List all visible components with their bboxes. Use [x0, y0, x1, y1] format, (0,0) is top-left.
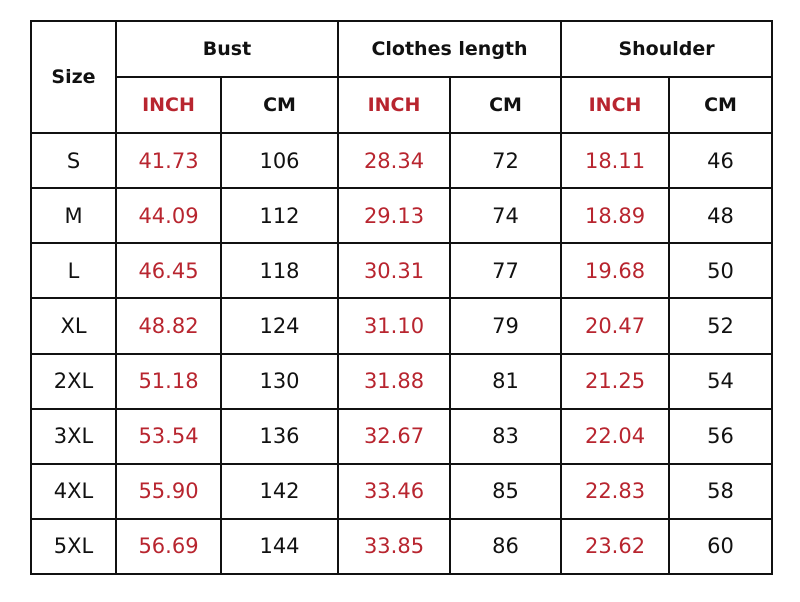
unit-inch-header: INCH — [115, 76, 222, 134]
size-cell: 4XL — [30, 462, 117, 520]
table-row: S 41.73 106 28.34 72 18.11 46 — [30, 131, 774, 190]
table-row: 2XL 51.18 130 31.88 81 21.25 54 — [30, 352, 774, 410]
clothes-length-header: Clothes length — [336, 20, 563, 78]
size-cell: 2XL — [30, 352, 117, 410]
cm-value-cell: 124 — [220, 297, 339, 355]
inch-value-cell: 55.90 — [115, 462, 222, 520]
inch-value-cell: 29.13 — [337, 187, 451, 245]
cm-value-cell: 60 — [668, 517, 774, 576]
unit-cm-header: CM — [220, 76, 339, 134]
cm-value-cell: 50 — [668, 242, 774, 300]
cm-value-cell: 46 — [668, 131, 774, 190]
unit-cm-header: CM — [448, 76, 563, 134]
cm-value-cell: 112 — [220, 187, 339, 245]
cm-value-cell: 136 — [220, 407, 339, 465]
inch-value-cell: 23.62 — [560, 517, 671, 576]
unit-inch-header: INCH — [337, 76, 451, 134]
inch-value-cell: 53.54 — [115, 407, 222, 465]
cm-value-cell: 130 — [220, 352, 339, 410]
inch-value-cell: 41.73 — [115, 131, 222, 190]
inch-value-cell: 31.88 — [337, 352, 451, 410]
bust-header: Bust — [115, 20, 339, 78]
size-cell: 5XL — [30, 517, 117, 576]
cm-value-cell: 72 — [448, 131, 563, 190]
inch-value-cell: 22.04 — [560, 407, 671, 465]
size-header: Size — [30, 20, 117, 134]
inch-value-cell: 19.68 — [560, 242, 671, 300]
inch-value-cell: 46.45 — [115, 242, 222, 300]
cm-value-cell: 58 — [668, 462, 774, 520]
table-row: 3XL 53.54 136 32.67 83 22.04 56 — [30, 407, 774, 465]
inch-value-cell: 31.10 — [337, 297, 451, 355]
inch-value-cell: 20.47 — [560, 297, 671, 355]
size-cell: 3XL — [30, 407, 117, 465]
cm-value-cell: 79 — [448, 297, 563, 355]
size-cell: S — [30, 131, 117, 190]
inch-value-cell: 18.11 — [560, 131, 671, 190]
table-row: XL 48.82 124 31.10 79 20.47 52 — [30, 297, 774, 355]
inch-value-cell: 28.34 — [337, 131, 451, 190]
table-row: L 46.45 118 30.31 77 19.68 50 — [30, 242, 774, 300]
cm-value-cell: 74 — [448, 187, 563, 245]
cm-value-cell: 54 — [668, 352, 774, 410]
inch-value-cell: 44.09 — [115, 187, 222, 245]
size-cell: M — [30, 187, 117, 245]
cm-value-cell: 77 — [448, 242, 563, 300]
cm-value-cell: 56 — [668, 407, 774, 465]
inch-value-cell: 33.46 — [337, 462, 451, 520]
inch-value-cell: 32.67 — [337, 407, 451, 465]
inch-value-cell: 30.31 — [337, 242, 451, 300]
cm-value-cell: 52 — [668, 297, 774, 355]
size-cell: XL — [30, 297, 117, 355]
table-row: 5XL 56.69 144 33.85 86 23.62 60 — [30, 517, 774, 576]
unit-cm-header: CM — [668, 76, 774, 134]
cm-value-cell: 85 — [448, 462, 563, 520]
cm-value-cell: 83 — [448, 407, 563, 465]
inch-value-cell: 56.69 — [115, 517, 222, 576]
inch-value-cell: 22.83 — [560, 462, 671, 520]
cm-value-cell: 81 — [448, 352, 563, 410]
inch-value-cell: 21.25 — [560, 352, 671, 410]
inch-value-cell: 48.82 — [115, 297, 222, 355]
cm-value-cell: 48 — [668, 187, 774, 245]
inch-value-cell: 51.18 — [115, 352, 222, 410]
cm-value-cell: 144 — [220, 517, 339, 576]
table-row: 4XL 55.90 142 33.46 85 22.83 58 — [30, 462, 774, 520]
table-row: M 44.09 112 29.13 74 18.89 48 — [30, 187, 774, 245]
cm-value-cell: 106 — [220, 131, 339, 190]
cm-value-cell: 118 — [220, 242, 339, 300]
cm-value-cell: 142 — [220, 462, 339, 520]
inch-value-cell: 18.89 — [560, 187, 671, 245]
size-cell: L — [30, 242, 117, 300]
size-chart-table: Size Bust Clothes length Shoulder INCH CM… — [30, 20, 774, 576]
cm-value-cell: 86 — [448, 517, 563, 576]
inch-value-cell: 33.85 — [337, 517, 451, 576]
shoulder-header: Shoulder — [560, 20, 774, 78]
unit-inch-header: INCH — [560, 76, 671, 134]
